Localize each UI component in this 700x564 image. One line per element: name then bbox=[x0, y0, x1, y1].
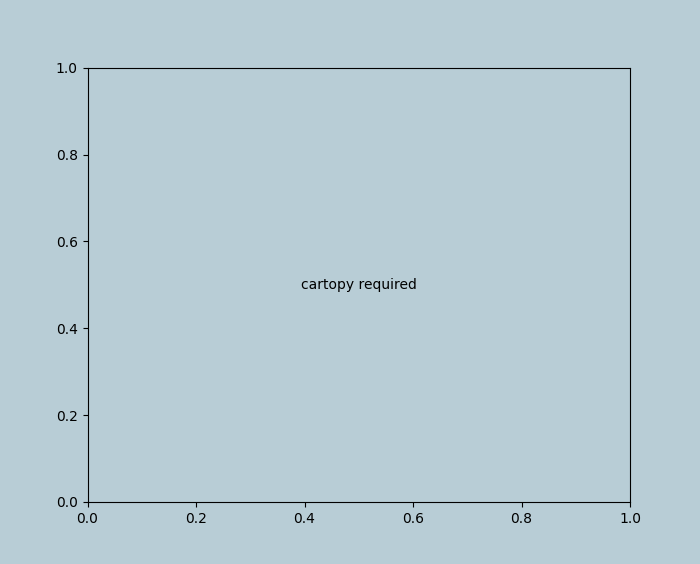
Text: cartopy required: cartopy required bbox=[301, 278, 416, 292]
